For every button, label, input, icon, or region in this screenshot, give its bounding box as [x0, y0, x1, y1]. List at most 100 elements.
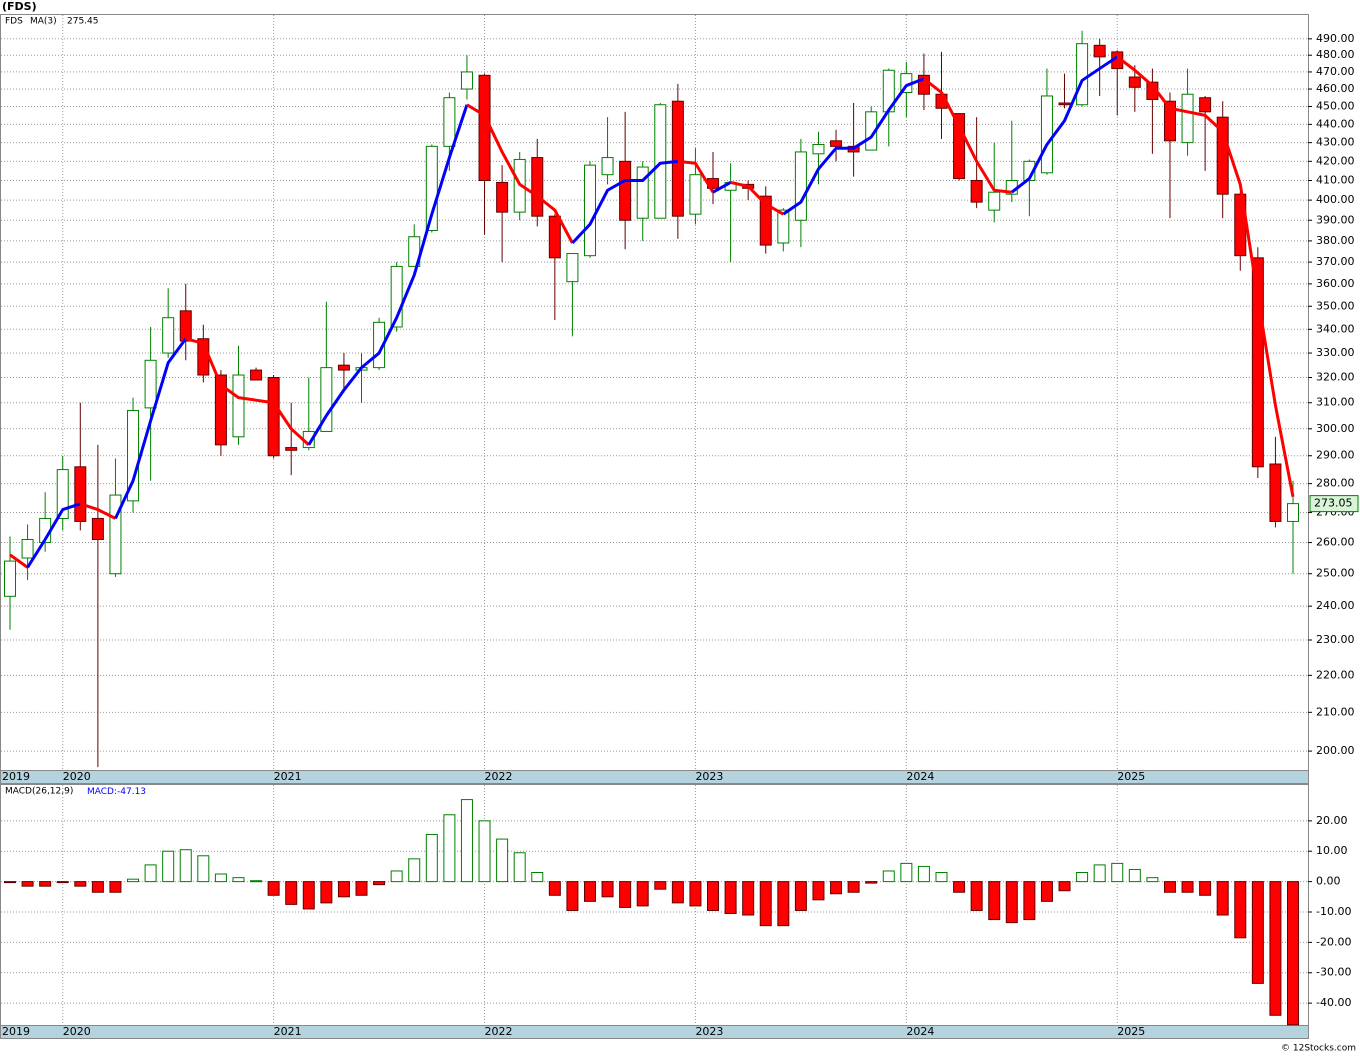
macd-bar	[707, 881, 720, 911]
x-tick-label: 2024	[906, 770, 934, 783]
ma-line	[114, 337, 187, 520]
candle-body	[1163, 100, 1176, 142]
macd-bar	[91, 881, 104, 893]
legend-ma-value: 275.45	[67, 17, 99, 27]
macd-bar	[4, 881, 16, 884]
macd-bar	[777, 881, 790, 927]
y-tick-label: 310.00	[1316, 396, 1355, 409]
candle-body	[1287, 503, 1299, 522]
x-tick-label: 2019	[2, 770, 30, 783]
y-tick-label: 340.00	[1316, 322, 1355, 335]
x-tick-label: 2023	[695, 770, 723, 783]
x-tick-label: 2021	[274, 1025, 302, 1038]
macd-bar	[1216, 881, 1229, 916]
candle-body	[162, 317, 175, 354]
macd-bar	[496, 838, 509, 883]
candle-body	[566, 253, 579, 283]
macd-bar	[742, 881, 755, 916]
y-tick-label: 260.00	[1316, 536, 1355, 549]
y-tick-label: 360.00	[1316, 277, 1355, 290]
candle-body	[671, 100, 684, 217]
macd-bar	[250, 880, 263, 883]
candle-body	[777, 209, 790, 244]
y-tick-label: 480.00	[1316, 48, 1355, 61]
macd-bar	[1234, 881, 1247, 939]
macd-bar	[1128, 868, 1141, 883]
macd-bar	[1093, 864, 1106, 883]
candle-body	[337, 364, 350, 371]
x-tick-label: 2020	[63, 770, 91, 783]
x-tick-label: 2022	[485, 1025, 513, 1038]
candle-body	[460, 71, 473, 90]
x-tick-label: 2019	[2, 1025, 30, 1038]
macd-bar	[56, 881, 69, 884]
ma-line	[922, 77, 1012, 194]
candle-body	[988, 191, 1001, 211]
candle-body	[1076, 43, 1089, 106]
macd-bar	[513, 852, 526, 883]
candle-body	[689, 174, 702, 215]
macd-bar	[144, 864, 157, 883]
candle-body	[1058, 102, 1071, 106]
price-date-band	[0, 770, 1309, 784]
macd-bar	[74, 881, 87, 887]
y-tick-label: 380.00	[1316, 234, 1355, 247]
macd-bar	[1058, 881, 1071, 892]
ma-line	[466, 103, 574, 244]
macd-date-band	[0, 1025, 1309, 1039]
x-tick-label: 2021	[274, 770, 302, 783]
macd-bar	[232, 877, 245, 883]
macd-bar	[953, 881, 966, 893]
ma-line	[782, 77, 925, 216]
macd-bar	[1005, 881, 1018, 924]
macd-bar	[390, 870, 403, 883]
macd-bar	[179, 849, 192, 883]
macd-bar	[460, 799, 473, 883]
candle-body	[390, 265, 403, 328]
candle-body	[601, 157, 614, 176]
macd-bar	[337, 881, 350, 898]
x-tick-label: 2024	[906, 1025, 934, 1038]
macd-bar	[1199, 881, 1212, 896]
y-tick-label: 400.00	[1316, 193, 1355, 206]
macd-bar	[654, 881, 667, 890]
x-tick-label: 2022	[485, 770, 513, 783]
macd-bar	[109, 881, 122, 893]
candle-body	[1128, 76, 1141, 88]
x-tick-label: 2020	[63, 1025, 91, 1038]
macd-bar	[882, 870, 895, 883]
y-tick-label: -20.00	[1316, 935, 1351, 948]
candle-body	[1181, 93, 1194, 144]
y-tick-label: 430.00	[1316, 136, 1355, 149]
candle-body	[425, 145, 438, 232]
candle-body	[91, 517, 104, 540]
macd-bar	[583, 881, 596, 902]
candle-body	[21, 538, 34, 559]
ma-line	[730, 180, 785, 216]
ma-line	[1116, 55, 1295, 497]
macd-bar	[1111, 862, 1124, 883]
ma-line	[79, 502, 117, 520]
macd-bar	[601, 881, 614, 898]
macd-bar	[865, 881, 878, 884]
ma-line	[185, 337, 310, 446]
ma-line	[677, 159, 715, 193]
y-tick-label: 330.00	[1316, 346, 1355, 359]
candle-body	[496, 181, 509, 213]
y-tick-label: 420.00	[1316, 154, 1355, 167]
legend-ma: MA(3)	[30, 17, 57, 27]
candle-body	[759, 195, 772, 246]
y-tick-label: 240.00	[1316, 599, 1355, 612]
macd-bar	[478, 820, 491, 883]
y-tick-label: 200.00	[1316, 744, 1355, 757]
candle-body	[1040, 95, 1053, 174]
macd-bar	[619, 881, 632, 908]
macd-bar	[548, 881, 561, 896]
x-tick-label: 2025	[1117, 1025, 1145, 1038]
ma-line	[571, 159, 679, 245]
macd-bar	[724, 881, 737, 915]
macd-bar	[988, 881, 1001, 921]
macd-bar	[812, 881, 825, 901]
macd-bar	[566, 881, 579, 911]
macd-bar	[21, 881, 34, 887]
